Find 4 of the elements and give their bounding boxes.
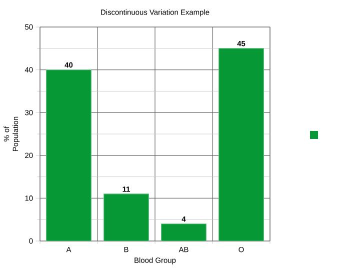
bar	[161, 224, 206, 241]
bar	[46, 70, 92, 241]
bar	[104, 194, 149, 241]
bar	[218, 48, 264, 241]
